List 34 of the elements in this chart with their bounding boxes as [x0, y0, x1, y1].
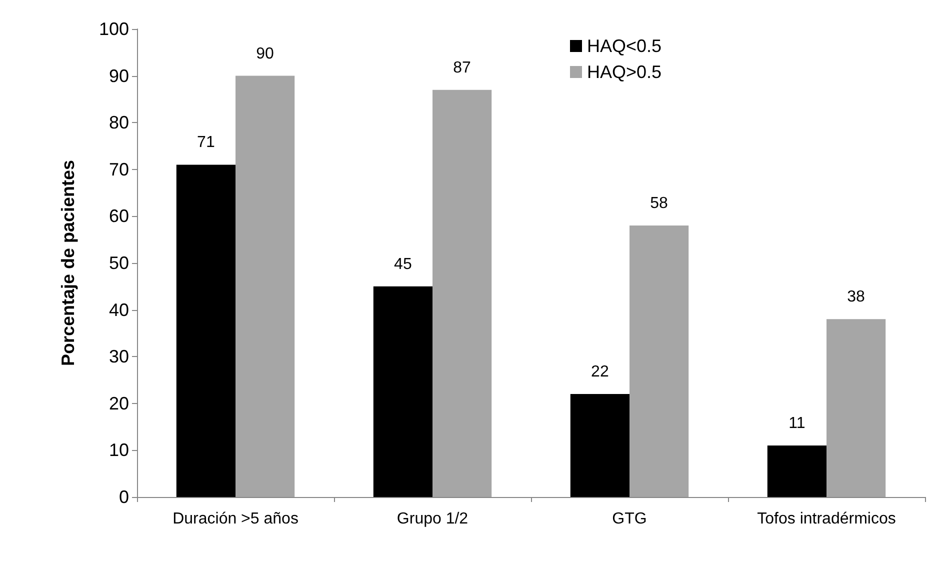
data-label: 87	[453, 59, 472, 76]
y-tick-label: 0	[118, 487, 129, 507]
y-tick-label: 50	[108, 253, 129, 273]
bar	[570, 394, 630, 497]
data-label: 38	[847, 288, 866, 306]
legend-label: HAQ<0.5	[587, 36, 662, 56]
bar	[826, 319, 886, 497]
y-tick-label: 100	[98, 19, 129, 39]
bar	[236, 76, 295, 497]
legend-label: HAQ>0.5	[587, 62, 662, 82]
bar	[176, 164, 236, 497]
y-tick-label: 10	[108, 440, 129, 460]
x-tick-label: Grupo 1/2	[396, 510, 468, 528]
x-tick-label: Duración >5 años	[172, 510, 298, 528]
data-label: 11	[788, 415, 806, 432]
x-tick-label: GTG	[612, 510, 647, 528]
y-tick-label: 30	[108, 346, 129, 367]
data-label: 45	[394, 256, 412, 273]
data-label: 71	[197, 134, 215, 152]
data-label: 58	[650, 195, 668, 212]
x-tick-label: Tofos intradérmicos	[757, 510, 896, 528]
y-axis-title: Porcentaje de pacientes	[58, 160, 78, 366]
bar	[432, 90, 492, 497]
y-tick-label: 40	[108, 300, 129, 320]
data-label: 90	[256, 45, 274, 62]
data-label: 22	[591, 364, 609, 381]
bar	[373, 286, 432, 497]
y-tick-label: 70	[108, 159, 129, 180]
bar	[767, 446, 826, 497]
y-tick-label: 80	[108, 112, 129, 133]
bar	[630, 226, 689, 497]
y-tick-label: 20	[108, 393, 129, 414]
y-tick-label: 60	[108, 206, 129, 226]
y-tick-label: 90	[108, 66, 129, 86]
